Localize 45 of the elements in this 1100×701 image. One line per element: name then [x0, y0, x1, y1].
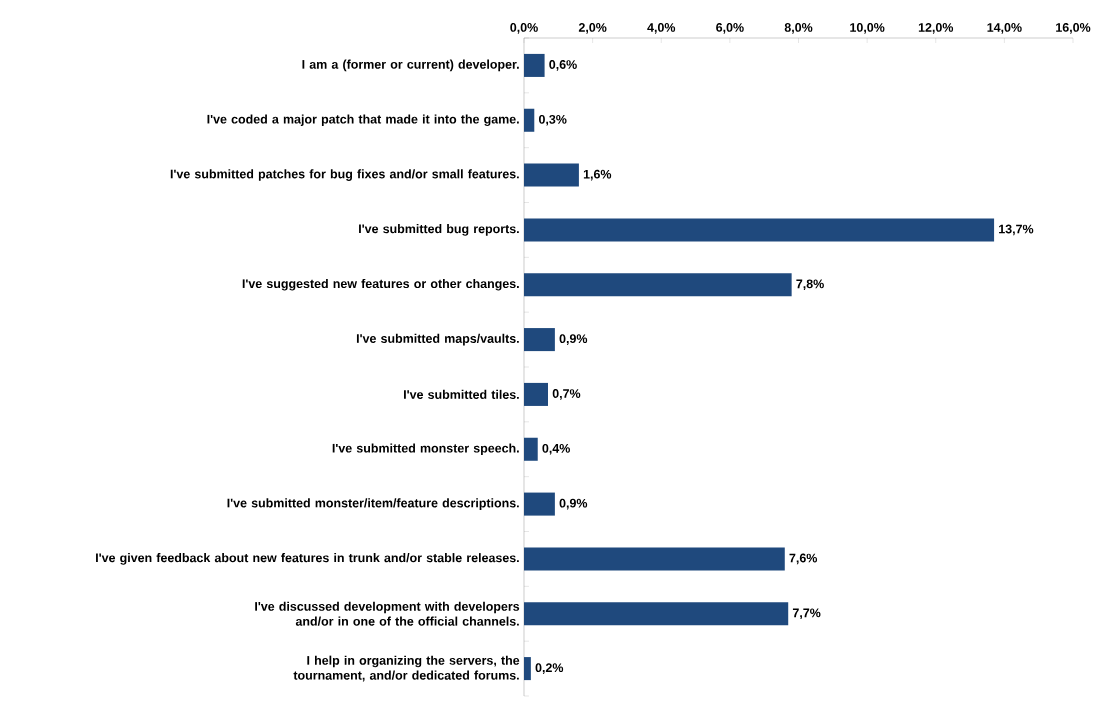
bar: [524, 218, 995, 242]
data-label: 0,3%: [538, 114, 567, 126]
y-tick-label: I help in organizing the servers, the tournament, and/or dedicated forums.: [293, 655, 520, 682]
y-tick-label: I've discussed development with developers and/or in one of the official channels.: [255, 601, 520, 626]
data-label: 7,7%: [792, 608, 821, 620]
data-label: 0,2%: [535, 663, 564, 674]
data-label: 0,6%: [549, 60, 577, 71]
bar: [524, 108, 535, 132]
y-tick-label: I've submitted bug reports.: [359, 224, 519, 236]
data-label: 0,4%: [542, 443, 570, 455]
x-tick-label: 10,0%: [850, 23, 885, 34]
data-label: 1,6%: [583, 169, 612, 181]
bar: [524, 53, 545, 77]
bar: [524, 547, 785, 571]
y-tick-label: I've submitted monster speech.: [332, 443, 519, 456]
bar: [524, 382, 549, 406]
x-tick-label: 4,0%: [647, 23, 676, 34]
bar: [524, 657, 531, 681]
data-label: 13,7%: [999, 224, 1034, 236]
y-tick-label: I've submitted tiles.: [404, 389, 519, 399]
y-tick-label: I've submitted maps/vaults.: [356, 333, 519, 346]
bar: [524, 492, 555, 516]
bar: [524, 602, 789, 626]
y-tick-label: I am a (former or current) developer.: [302, 59, 519, 72]
x-tick-label: 2,0%: [578, 23, 607, 34]
x-tick-label: 6,0%: [716, 23, 744, 34]
data-label: 7,6%: [789, 553, 818, 565]
bar: [524, 273, 792, 297]
y-tick-label: I've submitted monster/item/feature descriptions.: [227, 498, 519, 510]
data-label: 7,8%: [796, 279, 824, 291]
x-tick-label: 0,0%: [510, 23, 538, 34]
x-tick-label: 8,0%: [784, 23, 813, 34]
bar: [524, 328, 555, 352]
x-tick-label: 14,0%: [987, 23, 1022, 34]
y-tick-label: I've given feedback about new features in trunk and/or stable releases.: [96, 553, 519, 565]
y-tick-label: I've coded a major patch that made it into the game.: [207, 114, 519, 127]
data-label: 0,9%: [559, 498, 588, 510]
x-tick-label: 12,0%: [918, 23, 954, 34]
y-tick-label: I've suggested new features or other changes.: [242, 278, 519, 291]
bar: [524, 437, 538, 461]
data-label: 0,7%: [552, 389, 581, 400]
data-label: 0,9%: [559, 334, 588, 345]
bar: [524, 163, 579, 187]
x-tick-label: 16,0%: [1056, 23, 1091, 34]
y-tick-label: I've submitted patches for bug fixes and/or small features.: [170, 169, 519, 181]
